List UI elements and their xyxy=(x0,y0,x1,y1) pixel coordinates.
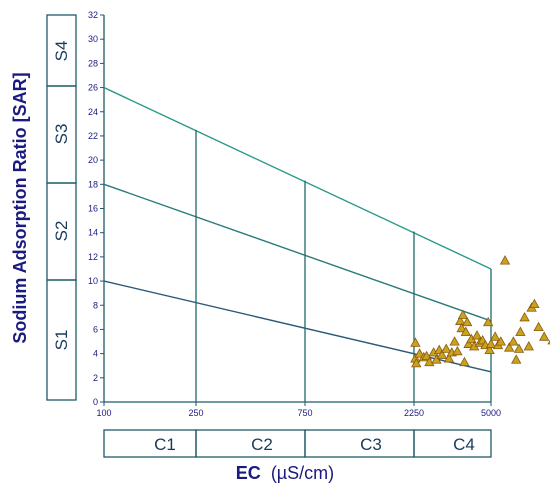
y-tick-label: 22 xyxy=(88,131,98,141)
c4-label: C4 xyxy=(453,435,475,454)
x-axis-title-unit: (µS/cm) xyxy=(271,463,334,483)
data-point xyxy=(490,331,501,341)
data-point xyxy=(443,353,455,363)
data-point xyxy=(499,255,511,265)
data-point xyxy=(414,348,425,358)
data-point xyxy=(410,337,421,347)
x-tick-label: 2250 xyxy=(404,408,424,418)
data-point xyxy=(471,330,483,340)
c1-label: C1 xyxy=(154,435,176,454)
data-point xyxy=(513,343,525,353)
x-tick-group: 100 250 750 2250 5000 xyxy=(96,402,501,418)
data-point xyxy=(508,336,519,346)
y-tick-label: 24 xyxy=(88,107,98,117)
y-tick-label: 4 xyxy=(93,349,98,359)
y-tick-label: 28 xyxy=(88,58,98,68)
c2-label: C2 xyxy=(251,435,273,454)
y-tick-label: 16 xyxy=(88,204,98,214)
data-point xyxy=(504,342,515,352)
x-axis-title-main: EC xyxy=(236,463,261,483)
salinity-class-boxes: C1 C2 C3 C4 xyxy=(103,429,492,458)
data-point xyxy=(511,354,522,364)
data-point xyxy=(519,312,530,322)
data-point xyxy=(533,321,544,332)
data-point xyxy=(436,349,448,359)
s1-label: S1 xyxy=(52,330,71,351)
x-axis-title: EC (µS/cm) xyxy=(236,463,334,483)
x-tick-label: 5000 xyxy=(481,408,501,418)
data-point xyxy=(485,338,497,348)
data-point xyxy=(455,315,466,325)
y-tick-label: 30 xyxy=(88,34,98,44)
c3-label: C3 xyxy=(360,435,382,454)
y-tick-label: 18 xyxy=(88,179,98,189)
s2-label: S2 xyxy=(52,221,71,242)
y-tick-label: 0 xyxy=(93,397,98,407)
y-tick-label: 12 xyxy=(88,252,98,262)
c4-box xyxy=(413,429,492,458)
x-tick-label: 750 xyxy=(297,408,312,418)
data-point xyxy=(441,343,452,353)
data-point xyxy=(459,356,470,367)
data-points xyxy=(410,255,550,368)
x-tick-label: 250 xyxy=(188,408,203,418)
x-tick-label: 100 xyxy=(96,408,111,418)
data-point xyxy=(484,344,495,354)
data-point xyxy=(457,309,469,319)
data-point xyxy=(495,336,506,346)
boundary-line-s2-s3 xyxy=(103,183,492,322)
y-tick-label: 2 xyxy=(93,373,98,383)
y-tick-label: 20 xyxy=(88,155,98,165)
data-point xyxy=(411,357,422,368)
plot-frame xyxy=(103,15,491,403)
data-point xyxy=(460,326,471,336)
data-point xyxy=(449,336,460,346)
data-point xyxy=(421,350,432,361)
data-point xyxy=(483,316,494,327)
s3-label: S3 xyxy=(52,124,71,145)
y-tick-label: 14 xyxy=(88,228,98,238)
boundary-line-s1-s2 xyxy=(103,280,492,373)
data-point xyxy=(452,345,463,356)
y-tick-label: 32 xyxy=(88,10,98,20)
y-tick-label: 6 xyxy=(93,324,98,334)
y-axis-title: Sodium Adsorption Ratio [SAR] xyxy=(10,72,30,343)
data-point xyxy=(456,322,467,333)
data-point xyxy=(463,338,474,348)
boundary-line-s3-s4 xyxy=(103,86,492,270)
s4-label: S4 xyxy=(52,41,71,62)
sodium-class-boxes: S4 S3 S2 S1 xyxy=(46,14,77,401)
y-tick-label: 26 xyxy=(88,83,98,93)
s1-box xyxy=(46,279,77,401)
y-tick-label: 10 xyxy=(88,276,98,286)
data-point xyxy=(462,316,473,327)
data-point xyxy=(523,341,534,351)
y-tick-label: 8 xyxy=(93,300,98,310)
data-point xyxy=(539,331,550,341)
c1-box xyxy=(103,429,197,458)
data-point xyxy=(529,298,540,309)
data-point xyxy=(515,326,526,336)
data-point xyxy=(431,354,442,364)
